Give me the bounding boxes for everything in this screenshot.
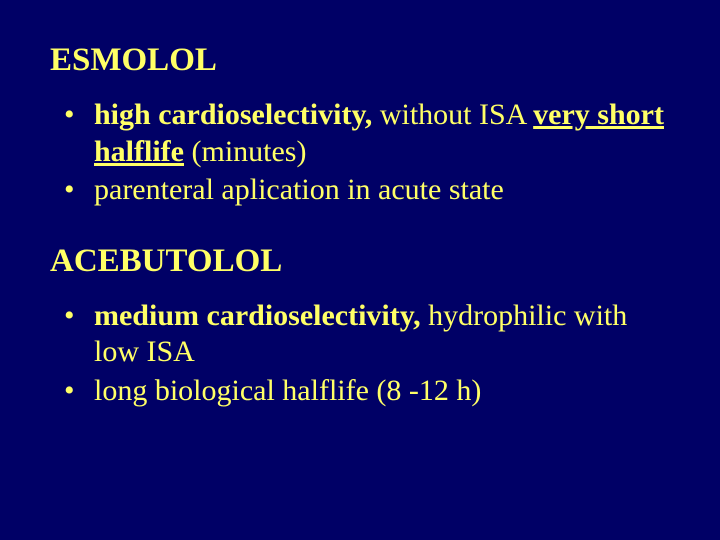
bullet-list-esmolol: high cardioselectivity, without ISA very… (50, 97, 670, 209)
text-span (184, 135, 192, 168)
heading-acebutolol: ACEBUTOLOL (50, 243, 670, 280)
text-span: without ISA (372, 98, 533, 131)
text-span: (minutes) (192, 135, 307, 168)
list-item: medium cardioselectivity, hydrophilic wi… (50, 298, 670, 371)
text-span: medium cardioselectivity, (94, 299, 421, 332)
list-item: long biological halflife (8 -12 h) (50, 373, 670, 410)
list-item: high cardioselectivity, without ISA very… (50, 97, 670, 170)
text-span: high cardioselectivity, (94, 98, 372, 131)
text-span: parenteral aplication in acute state (94, 173, 504, 206)
heading-esmolol: ESMOLOL (50, 42, 670, 79)
bullet-list-acebutolol: medium cardioselectivity, hydrophilic wi… (50, 298, 670, 410)
text-span: long biological halflife (8 -12 h) (94, 374, 481, 407)
list-item: parenteral aplication in acute state (50, 172, 670, 209)
